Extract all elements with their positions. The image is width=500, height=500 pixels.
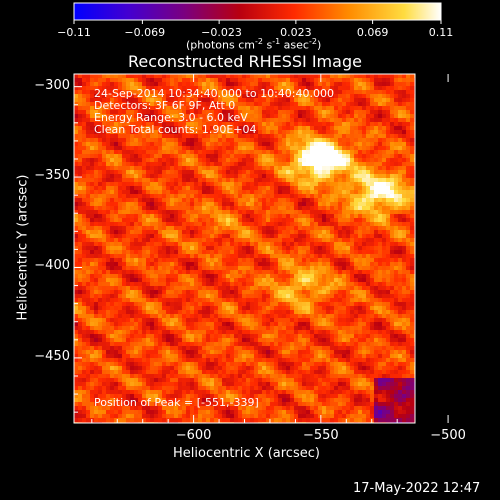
- x-axis-label: Heliocentric X (arcsec): [173, 446, 320, 461]
- y-tick-label: −400: [34, 258, 70, 274]
- colorbar-tick-label: 0.11: [428, 26, 454, 39]
- timestamp: 17-May-2022 12:47: [353, 481, 481, 496]
- annotation-energy-range: Energy Range: 3.0 - 6.0 keV: [94, 111, 248, 124]
- annotation-time-range: 24-Sep-2014 10:34:40.000 to 10:40:40.000: [94, 87, 334, 100]
- peak-position-label: Position of Peak = [-551,-339]: [94, 396, 259, 409]
- annotation-clean-counts: Clean Total counts: 1.90E+04: [94, 123, 257, 136]
- y-axis-label: Heliocentric Y (arcsec): [15, 174, 31, 321]
- x-tick-label: −500: [430, 428, 466, 443]
- colorbar-tick-label: 0.069: [356, 26, 389, 39]
- colorbar-tick-label: −0.023: [201, 26, 242, 39]
- colorbar-tick-label: −0.069: [124, 26, 166, 39]
- colorbar-units: (photons cm-2 s-1 asec-2): [186, 37, 322, 52]
- y-tick-label: −300: [34, 77, 70, 93]
- colorbar: [73, 2, 442, 21]
- x-tick-label: −550: [302, 428, 339, 443]
- colorbar-tick-label: 0.023: [280, 26, 312, 39]
- y-tick-label: −450: [34, 348, 70, 364]
- axis-ticks: [74, 74, 449, 423]
- colorbar-ticks: [73, 20, 442, 24]
- colorbar-tick-label: −0.11: [57, 26, 91, 39]
- annotation-detectors: Detectors: 3F 6F 9F, Att 0: [94, 99, 236, 112]
- chart-title: Reconstructed RHESSI Image: [128, 52, 362, 71]
- y-tick-label: −350: [34, 168, 70, 184]
- x-tick-label: −600: [175, 428, 212, 443]
- heatmap-image: [74, 74, 415, 423]
